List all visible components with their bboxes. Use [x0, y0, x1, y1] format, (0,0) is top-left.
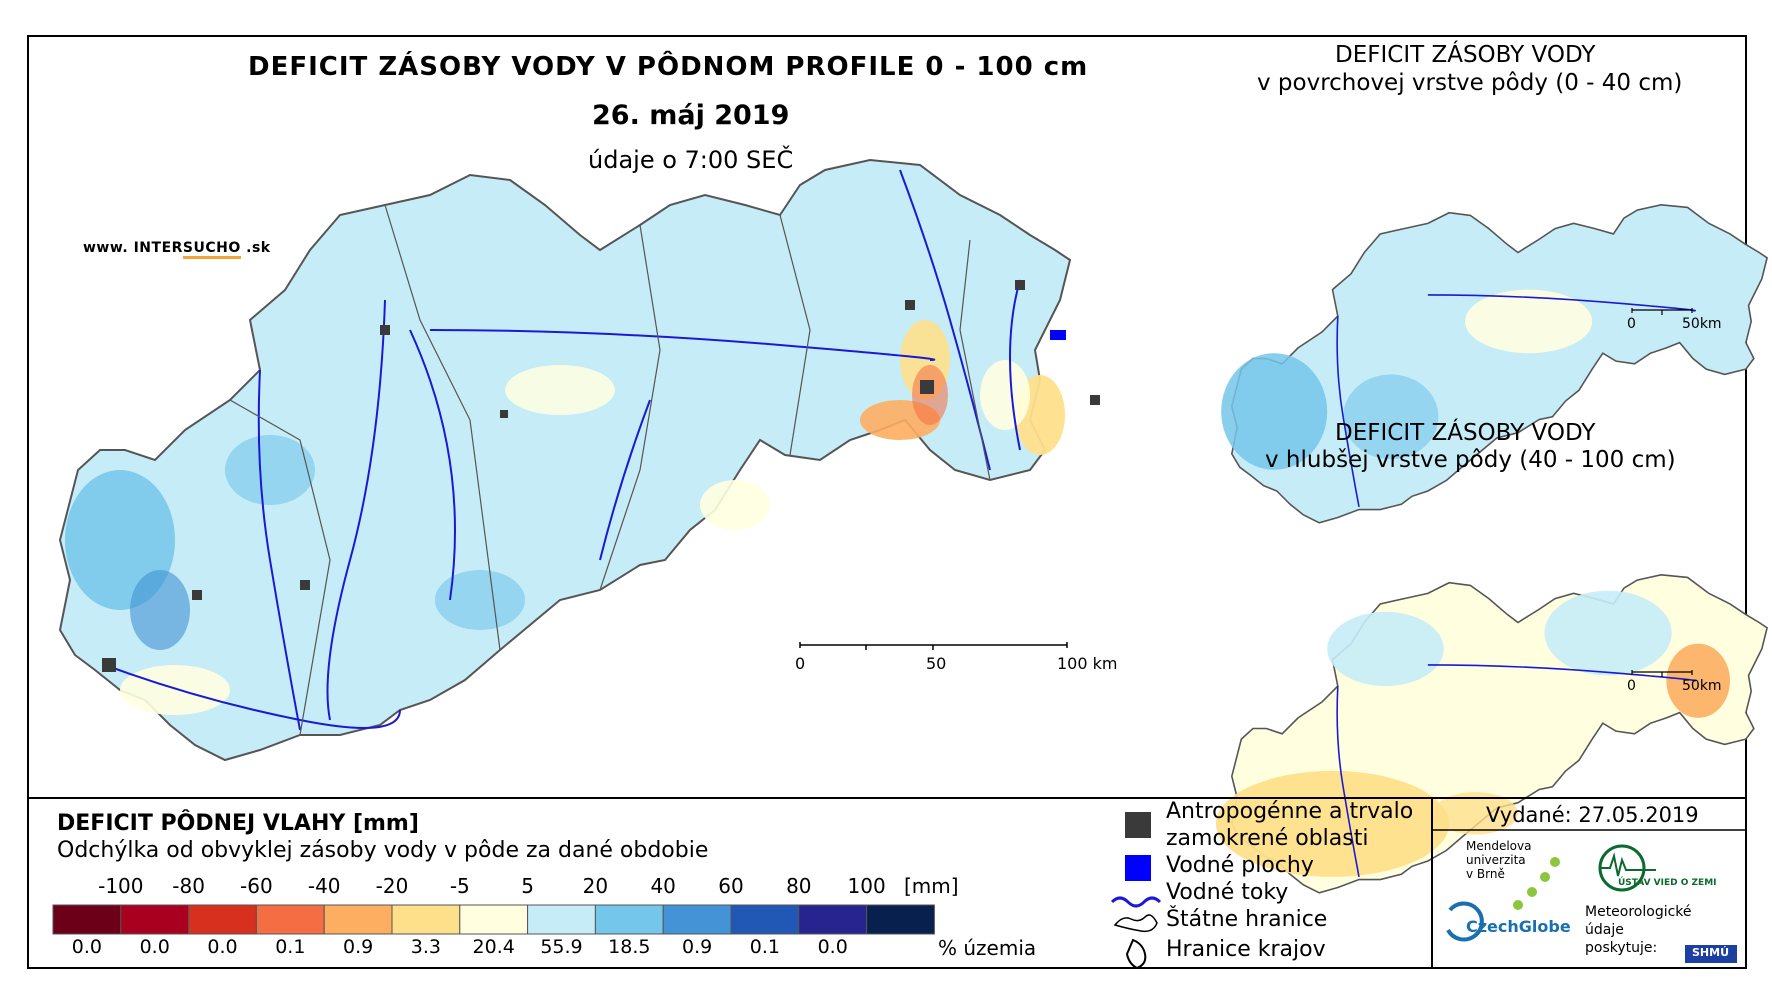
meteo-line-1: Meteorologické: [1585, 904, 1692, 920]
legend-percentage: 0.1: [275, 936, 306, 958]
inset1-scale-50: 50km: [1682, 316, 1722, 332]
main-scale-bar: [799, 642, 1068, 650]
uvz-logo-seismograph: [1600, 852, 1656, 877]
legend-swatch: [391, 904, 461, 935]
inset-scale-bars: [1631, 308, 1693, 677]
legend-tick: -5: [449, 874, 470, 898]
legend-percentage: 55.9: [540, 936, 583, 958]
legend-percentage: 0.0: [139, 936, 170, 958]
main-scale-100: 100 km: [1057, 654, 1118, 673]
state-border-swatch: [1113, 914, 1158, 933]
map-date: 26. máj 2019: [592, 100, 790, 131]
legend-swatch: [662, 904, 732, 935]
legend-tick: -20: [375, 874, 409, 898]
legend-swatch: [866, 904, 935, 935]
inset1-scale-0: 0: [1627, 316, 1636, 332]
key-anthropogenic-line1: Antropogénne a trvalo: [1166, 799, 1414, 824]
moisture-patches: [65, 320, 1065, 715]
urban-areas: [102, 280, 1100, 672]
river-swatch: [1110, 896, 1162, 908]
legend-swatch: [255, 904, 325, 935]
meteo-credit: Meteorologické údaje poskytuje:: [1585, 903, 1692, 957]
legend-swatch: [459, 904, 529, 935]
mendel-line-3: v Brně: [1466, 867, 1505, 881]
mendel-name: Mendelova univerzita v Brně: [1466, 839, 1531, 881]
legend-unit: [mm]: [904, 874, 959, 898]
region-border-swatch: [1125, 938, 1147, 970]
inset-topsoil-title: DEFICIT ZÁSOBY VODY: [1335, 42, 1596, 68]
legend-percentage: 0.9: [342, 936, 374, 958]
legend-tick: 80: [786, 874, 812, 898]
intersucho-brand: www. INTERSUCHO .sk: [83, 240, 271, 259]
legend-subtitle: Odchýlka od obvyklej zásoby vody v pôde …: [57, 838, 709, 863]
legend-title: DEFICIT PÔDNEJ VLAHY [mm]: [57, 811, 419, 836]
map-time-note: údaje o 7:00 SEČ: [588, 146, 794, 174]
meteo-line-2: údaje: [1585, 922, 1624, 938]
legend-swatch: [730, 904, 800, 935]
meteo-line-3: poskytuje:: [1585, 940, 1658, 956]
legend-percentage: 0.9: [681, 936, 713, 958]
legend-tick: 100: [847, 874, 886, 898]
legend-pct-label: % územia: [938, 936, 1037, 960]
legend-percentage: 0.0: [207, 936, 238, 958]
key-water-bodies: Vodné plochy: [1166, 853, 1314, 878]
map-title: DEFICIT ZÁSOBY VODY V PÔDNOM PROFILE 0 -…: [248, 52, 1089, 82]
region-borders: [229, 204, 991, 736]
uvz-name: ÚSTAV VIED O ZEMI: [1618, 878, 1717, 888]
mendel-line-2: univerzita: [1466, 853, 1526, 867]
legend-swatch: [52, 904, 122, 935]
legend-percentage: 20.4: [472, 936, 515, 958]
inset-map-topsoil: [1221, 204, 1768, 524]
legend-percentage: 0.0: [71, 936, 102, 958]
legend-tick: 40: [650, 874, 676, 898]
legend-tick: -60: [240, 874, 273, 898]
czechglobe-logo-arc: [1446, 901, 1484, 942]
key-rivers: Vodné toky: [1166, 880, 1289, 905]
inset2-scale-0: 0: [1627, 678, 1636, 694]
brand-mid: SUCHO: [182, 240, 241, 259]
legend-percentage: 0.0: [817, 936, 848, 958]
main-scale-50: 50: [926, 654, 947, 673]
inset2-scale-50: 50km: [1682, 678, 1722, 694]
inset-subsoil-subtitle: v hlubšej vrstve pôdy (40 - 100 cm): [1265, 447, 1676, 473]
legend-tick: -80: [172, 874, 205, 898]
czechglobe-name: CzechGlobe: [1466, 917, 1571, 936]
main-scale-0: 0: [795, 654, 806, 673]
river-network: [104, 169, 1021, 731]
legend-swatch: [323, 904, 393, 935]
water-body: [1050, 330, 1066, 340]
inset-topsoil-subtitle: v povrchovej vrstve pôdy (0 - 40 cm): [1257, 70, 1683, 96]
brand-prefix: www. INTER: [83, 240, 183, 256]
legend-tick: -100: [98, 874, 144, 898]
legend-swatch: [188, 904, 257, 935]
legend-swatch: [594, 904, 664, 935]
legend-percentage: 18.5: [608, 936, 651, 958]
legend-percentage: 0.1: [749, 936, 780, 958]
brand-suffix: .sk: [240, 240, 271, 256]
legend-tick: 60: [718, 874, 744, 898]
key-state-border: Štátne hranice: [1166, 907, 1328, 932]
legend-color-bar: [52, 904, 935, 935]
legend-swatch: [527, 904, 596, 935]
mendel-logo-dots: [1513, 857, 1560, 910]
key-anthropogenic-line2: zamokrené oblasti: [1166, 826, 1369, 851]
legend-tick: -40: [307, 874, 341, 898]
mendel-line-1: Mendelova: [1466, 839, 1532, 853]
legend-swatch: [798, 904, 868, 935]
anthropogenic-swatch: [1125, 812, 1151, 838]
shmu-logo: [1685, 945, 1737, 963]
shmu-name: SHMÚ: [1692, 946, 1730, 959]
key-region-border: Hranice krajov: [1166, 937, 1326, 962]
water-swatch: [1125, 855, 1151, 881]
issued-date: Vydané: 27.05.2019: [1486, 803, 1699, 827]
inset-subsoil-title: DEFICIT ZÁSOBY VODY: [1335, 420, 1596, 446]
legend-percentage: 3.3: [410, 936, 441, 958]
legend-tick: 5: [521, 874, 534, 898]
legend-tick: 20: [582, 874, 609, 898]
legend-swatch: [120, 904, 190, 935]
